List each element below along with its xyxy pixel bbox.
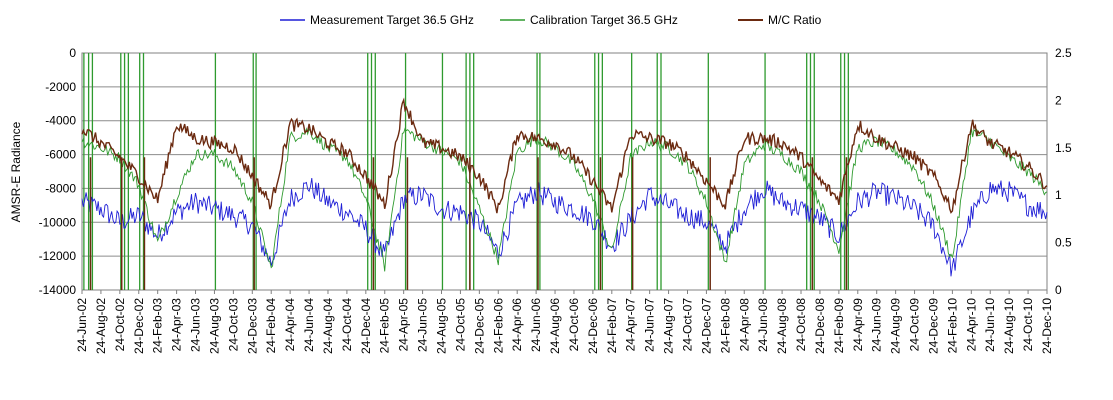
x-tick-label: 24-Jun-10 [983, 298, 997, 352]
x-tick-label: 24-Oct-06 [567, 298, 581, 352]
series-measurement [81, 178, 1048, 277]
x-tick-label: 24-Dec-07 [699, 298, 713, 354]
x-tick-label: 24-Jun-02 [75, 298, 89, 352]
x-tick-label: 24-Oct-08 [794, 298, 808, 352]
x-tick-label: 24-Dec-04 [359, 298, 373, 354]
y2-tick-label: 1 [1055, 188, 1062, 202]
right-axis-ticks: 2.5 2 1.5 1 0.5 0 [1055, 46, 1072, 297]
x-tick-label: 24-Aug-04 [321, 298, 335, 354]
x-tick-label: 24-Apr-06 [510, 298, 524, 352]
x-tick-label: 24-Feb-08 [718, 298, 732, 354]
y-tick-label: -6000 [45, 148, 76, 162]
series-ratio [81, 97, 1048, 214]
legend: Measurement Target 36.5 GHz Calibration … [280, 13, 822, 27]
x-tick-label: 24-Apr-05 [397, 298, 411, 352]
x-tick-label: 24-Apr-03 [170, 298, 184, 352]
y-axis-title: AMSR-E Radiance [9, 121, 23, 222]
x-tick-label: 24-Jun-07 [643, 298, 657, 352]
x-tick-label: 24-Oct-10 [1021, 298, 1035, 352]
y2-tick-label: 0.5 [1055, 236, 1072, 250]
x-tick-label: 24-Apr-07 [624, 298, 638, 352]
x-tick-label: 24-Aug-03 [207, 298, 221, 354]
x-tick-label: 24-Oct-02 [113, 298, 127, 352]
series-lines [81, 53, 1048, 290]
y-tick-label: -2000 [45, 80, 76, 94]
x-tick-label: 24-Feb-07 [605, 298, 619, 354]
x-tick-label: 24-Feb-10 [945, 298, 959, 354]
x-tick-label: 24-Aug-07 [662, 298, 676, 354]
legend-label-measurement: Measurement Target 36.5 GHz [310, 13, 474, 27]
x-tick-label: 24-Jun-08 [756, 298, 770, 352]
x-tick-label: 24-Oct-04 [340, 298, 354, 352]
x-tick-label: 24-Feb-04 [264, 298, 278, 354]
x-tick-label: 24-Jun-04 [302, 298, 316, 352]
x-tick-label: 24-Feb-05 [378, 298, 392, 354]
y2-tick-label: 1.5 [1055, 141, 1072, 155]
left-axis-ticks: 0 -2000 -4000 -6000 -8000 -10000 -12000 -14000 [39, 46, 77, 297]
x-tick-label: 24-Dec-06 [586, 298, 600, 354]
y2-tick-label: 0 [1055, 283, 1062, 297]
x-tick-label: 24-Dec-08 [813, 298, 827, 354]
x-tick-label: 24-Oct-05 [453, 298, 467, 352]
x-tick-label: 24-Oct-09 [908, 298, 922, 352]
legend-label-calibration: Calibration Target 36.5 GHz [530, 13, 678, 27]
x-tick-label: 24-Dec-10 [1040, 298, 1054, 354]
x-tick-label: 24-Jun-06 [529, 298, 543, 352]
x-tick-label: 24-Aug-06 [548, 298, 562, 354]
x-tick-label: 24-Apr-04 [283, 298, 297, 352]
x-tick-label: 24-Aug-05 [435, 298, 449, 354]
x-tick-label: 24-Oct-03 [226, 298, 240, 352]
x-tick-label: 24-Feb-03 [151, 298, 165, 354]
x-tick-label: 24-Jun-09 [870, 298, 884, 352]
x-tick-label: 24-Dec-05 [472, 298, 486, 354]
plot-area [81, 52, 1048, 291]
x-tick-label: 24-Feb-09 [832, 298, 846, 354]
x-tick-label: 24-Dec-03 [245, 298, 259, 354]
x-tick-label: 24-Apr-08 [737, 298, 751, 352]
series-calibration [81, 127, 1048, 272]
x-tick-label: 24-Oct-07 [680, 298, 694, 352]
x-tick-label: 24-Apr-10 [964, 298, 978, 352]
x-tick-label: 24-Aug-09 [889, 298, 903, 354]
y-tick-label: 0 [69, 46, 76, 60]
x-axis-ticks: 24-Jun-02 24-Aug-02 24-Oct-02 24-Dec-02 24-F… [75, 290, 1054, 354]
x-tick-label: 24-Aug-02 [94, 298, 108, 354]
x-tick-label: 24-Dec-02 [132, 298, 146, 354]
legend-label-ratio: M/C Ratio [768, 13, 822, 27]
x-tick-label: 24-Apr-09 [851, 298, 865, 352]
gridlines [82, 86, 1047, 257]
x-tick-label: 24-Feb-06 [491, 298, 505, 354]
x-tick-label: 24-Aug-10 [1002, 298, 1016, 354]
x-tick-label: 24-Jun-03 [189, 298, 203, 352]
y-tick-label: -8000 [45, 181, 76, 195]
x-tick-label: 24-Jun-05 [416, 298, 430, 352]
y-tick-label: -12000 [39, 249, 77, 263]
y-tick-label: -14000 [39, 283, 77, 297]
y2-tick-label: 2.5 [1055, 46, 1072, 60]
x-tick-label: 24-Aug-08 [775, 298, 789, 354]
y-tick-label: -10000 [39, 215, 77, 229]
y-tick-label: -4000 [45, 114, 76, 128]
x-tick-label: 24-Dec-09 [926, 298, 940, 354]
y2-tick-label: 2 [1055, 93, 1062, 107]
